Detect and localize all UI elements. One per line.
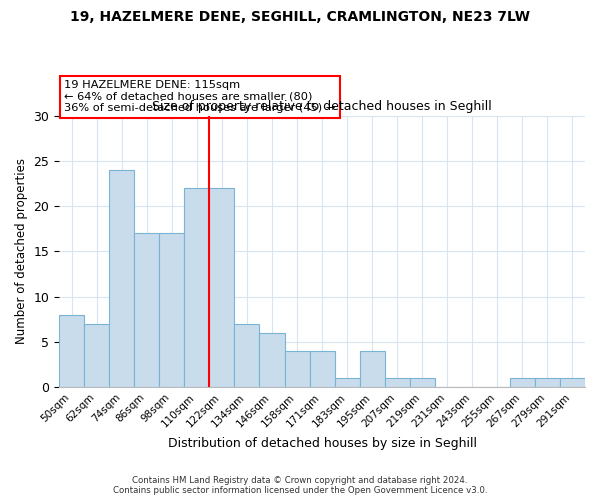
Bar	[359, 351, 385, 387]
Title: Size of property relative to detached houses in Seghill: Size of property relative to detached ho…	[152, 100, 492, 114]
Bar	[259, 333, 284, 387]
Bar	[385, 378, 410, 387]
Bar	[59, 314, 84, 387]
Bar	[160, 234, 184, 387]
Bar	[510, 378, 535, 387]
Bar	[284, 351, 310, 387]
Y-axis label: Number of detached properties: Number of detached properties	[15, 158, 28, 344]
Bar	[84, 324, 109, 387]
Bar	[134, 234, 160, 387]
Text: 19, HAZELMERE DENE, SEGHILL, CRAMLINGTON, NE23 7LW: 19, HAZELMERE DENE, SEGHILL, CRAMLINGTON…	[70, 10, 530, 24]
Bar	[109, 170, 134, 387]
Text: Contains HM Land Registry data © Crown copyright and database right 2024.
Contai: Contains HM Land Registry data © Crown c…	[113, 476, 487, 495]
Bar	[184, 188, 209, 387]
Bar	[335, 378, 359, 387]
Text: 19 HAZELMERE DENE: 115sqm
← 64% of detached houses are smaller (80)
36% of semi-: 19 HAZELMERE DENE: 115sqm ← 64% of detac…	[64, 80, 335, 114]
Bar	[209, 188, 235, 387]
Bar	[410, 378, 435, 387]
Bar	[535, 378, 560, 387]
Bar	[235, 324, 259, 387]
X-axis label: Distribution of detached houses by size in Seghill: Distribution of detached houses by size …	[167, 437, 476, 450]
Bar	[310, 351, 335, 387]
Bar	[560, 378, 585, 387]
